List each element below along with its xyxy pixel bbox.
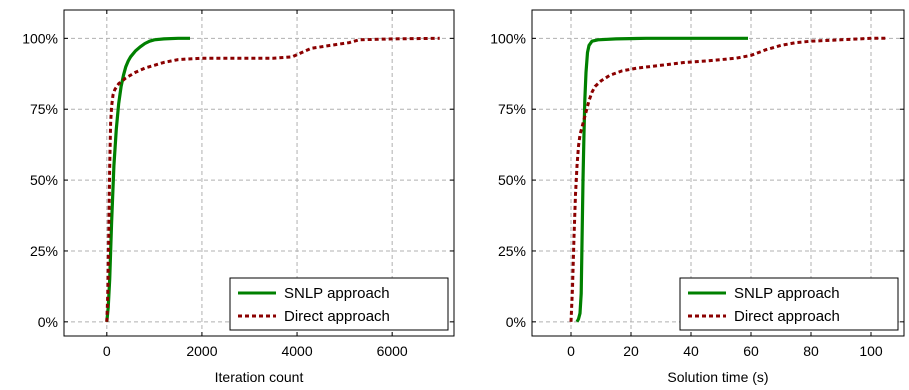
x-tick-label: 6000 — [377, 343, 408, 359]
y-tick-label: 0% — [38, 314, 58, 330]
y-tick-labels: 0% 25% 50% 75% 100% — [22, 30, 58, 329]
plot-frame — [531, 9, 905, 337]
x-tick-label: 60 — [743, 343, 759, 359]
y-tick-label: 50% — [498, 172, 526, 188]
y-tick-label: 25% — [498, 243, 526, 259]
x-tick-labels: 0 2000 4000 6000 — [103, 343, 408, 359]
legend-box — [679, 277, 899, 331]
solution-time-panel: 0% 25% 50% 75% 100% 0 20 40 60 80 100 So… — [490, 9, 905, 385]
x-axis-label: Solution time (s) — [667, 369, 768, 385]
series-line-direct — [569, 36, 886, 322]
x-tick-label: 0 — [103, 343, 111, 359]
x-tick-label: 20 — [623, 343, 639, 359]
series-line-direct — [105, 36, 440, 322]
iteration-count-panel: 0% 25% 50% 75% 100% 0 2000 4000 6000 Ite… — [22, 9, 455, 385]
x-tick-label: 100 — [859, 343, 883, 359]
legend: SNLP approach Direct approach — [229, 277, 449, 331]
legend-label-direct: Direct approach — [734, 308, 840, 325]
x-tick-label: 4000 — [281, 343, 312, 359]
series-lines — [569, 36, 886, 323]
legend: SNLP approach Direct approach — [679, 277, 899, 331]
series-lines — [105, 36, 440, 322]
y-tick-label: 100% — [22, 30, 58, 46]
x-tick-label: 2000 — [186, 343, 217, 359]
y-tick-label: 75% — [30, 101, 58, 117]
tick-marks — [532, 10, 904, 336]
y-tick-label: 0% — [506, 314, 526, 330]
x-axis-label: Iteration count — [215, 369, 304, 385]
x-tick-label: 40 — [683, 343, 699, 359]
x-tick-label: 0 — [567, 343, 575, 359]
y-tick-label: 100% — [490, 30, 526, 46]
x-tick-labels: 0 20 40 60 80 100 — [567, 343, 883, 359]
y-tick-label: 50% — [30, 172, 58, 188]
legend-label-snlp: SNLP approach — [284, 285, 390, 302]
y-tick-label: 25% — [30, 243, 58, 259]
y-tick-label: 75% — [498, 101, 526, 117]
tick-marks — [64, 10, 454, 336]
x-tick-label: 80 — [803, 343, 819, 359]
series-line-snlp — [105, 36, 190, 322]
series-line-snlp — [575, 36, 748, 323]
legend-label-direct: Direct approach — [284, 308, 390, 325]
legend-label-snlp: SNLP approach — [734, 285, 840, 302]
legend-box — [229, 277, 449, 331]
plot-frame — [63, 9, 455, 337]
y-tick-labels: 0% 25% 50% 75% 100% — [490, 30, 526, 329]
